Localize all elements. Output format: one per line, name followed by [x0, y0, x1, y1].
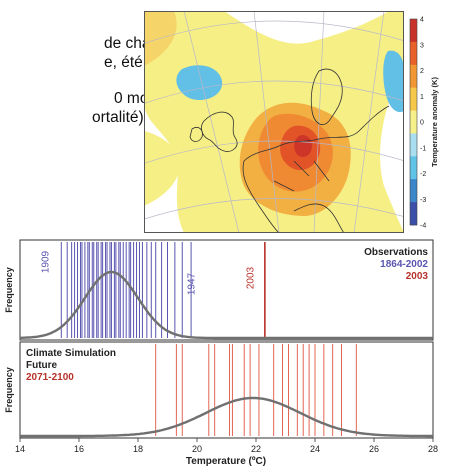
legend-entry-2003: 2003	[406, 271, 429, 282]
colorbar-segment	[410, 110, 417, 134]
observations-ylabel: Frequency	[4, 267, 14, 313]
annotation-2003: 2003	[245, 266, 256, 289]
legend-entry-1864-2002: 1864-2002	[380, 259, 428, 270]
x-axis-tick-label: 20	[192, 444, 202, 454]
map-graticule	[144, 11, 404, 233]
map-frame	[144, 11, 404, 233]
x-axis-tick-label: 16	[74, 444, 84, 454]
colorbar-tick-label: 2	[420, 68, 424, 75]
colorbar-segment	[410, 133, 417, 157]
simulation-panel-frame	[19, 341, 434, 439]
simulation-legend-period: 2071-2100	[26, 372, 74, 383]
colorbar-segment	[410, 156, 417, 180]
x-axis-tick-label: 24	[310, 444, 320, 454]
colorbar-segment	[410, 64, 417, 88]
colorbar-tick-label: 0	[420, 120, 424, 127]
x-axis-tick-label: 26	[369, 444, 379, 454]
observation-year-lines	[60, 242, 192, 338]
observations-distribution-curve	[20, 270, 433, 340]
coastlines	[189, 68, 390, 233]
x-axis: 14 16 18 20 22 24 26 28	[15, 438, 438, 454]
simulation-legend-subtitle: Future	[26, 360, 58, 371]
colorbar-tick-label: -1	[420, 145, 426, 152]
x-axis-label: Temperature (ºC)	[186, 456, 266, 466]
x-axis-tick-label: 18	[133, 444, 143, 454]
simulation-ylabel: Frequency	[4, 367, 14, 413]
colorbar-segment	[410, 179, 417, 203]
annotation-1909: 1909	[40, 250, 51, 273]
colorbar-tick-label: 4	[420, 17, 424, 24]
colorbar-frame	[409, 18, 418, 226]
colorbar-tick-label: -4	[420, 223, 426, 230]
colorbar: 4 3 2 1 0 -1 -2 -3 -4	[409, 17, 426, 230]
x-axis-tick-label: 28	[428, 444, 438, 454]
simulation-legend-title: Climate Simulation	[26, 348, 116, 359]
simulation-distribution-curve	[20, 396, 433, 438]
colorbar-segment	[410, 41, 417, 66]
colorbar-segment	[410, 87, 417, 111]
x-axis-tick-label: 14	[15, 444, 25, 454]
colorbar-segment	[410, 202, 417, 226]
temperature-anomaly-map: 4 3 2 1 0 -1 -2 -3 -4 Temperature anomaly (K)	[144, 11, 439, 233]
caption-line-4: ortalité)	[92, 109, 144, 126]
annotation-1947: 1947	[186, 272, 197, 295]
colorbar-tick-label: 1	[420, 94, 424, 101]
colorbar-tick-label: -2	[420, 171, 426, 178]
colorbar-tick-label: -3	[420, 197, 426, 204]
temperature-distribution-chart: Frequency 1909 1947 2003 Observations 18…	[4, 239, 438, 466]
colorbar-label: Temperature anomaly (K)	[430, 77, 439, 167]
colorbar-segment	[410, 19, 417, 43]
observations-legend-title: Observations	[364, 247, 428, 258]
simulation-lines	[155, 344, 357, 436]
colorbar-tick-label: 3	[420, 42, 424, 49]
anomaly-fill	[144, 11, 404, 233]
x-axis-tick-label: 22	[251, 444, 261, 454]
